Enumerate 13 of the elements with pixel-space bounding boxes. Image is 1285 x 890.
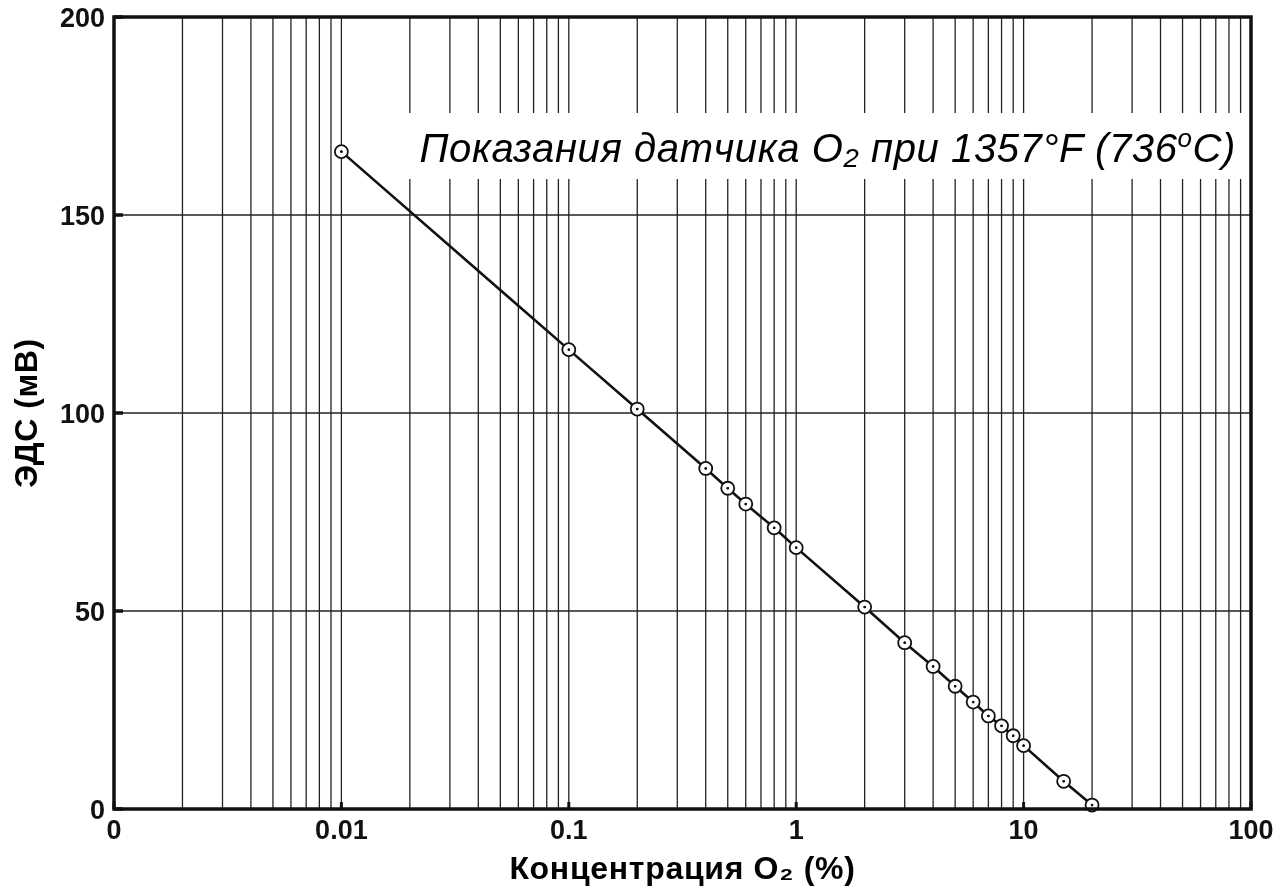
x-tick-label: 100 [1228,815,1274,845]
y-tick-label: 0 [89,794,105,825]
x-tick-label: 10 [1008,815,1039,845]
y-tick-label: 100 [59,398,105,429]
y-tick-label: 150 [59,200,105,231]
y-tick-label: 200 [59,2,105,33]
x-tick-label: 0.1 [550,815,588,845]
x-tick-label: 1 [788,815,804,845]
y-axis-title: ЭДС (мВ) [8,338,44,488]
text: Показания датчика O₂ при 1357°F (736$^{o}$C) [419,123,1236,170]
y-tick-label: 50 [74,596,105,627]
x-axis-title: Концентрация O₂ (%) [509,850,856,886]
x-tick-label: 0.01 [315,815,368,845]
